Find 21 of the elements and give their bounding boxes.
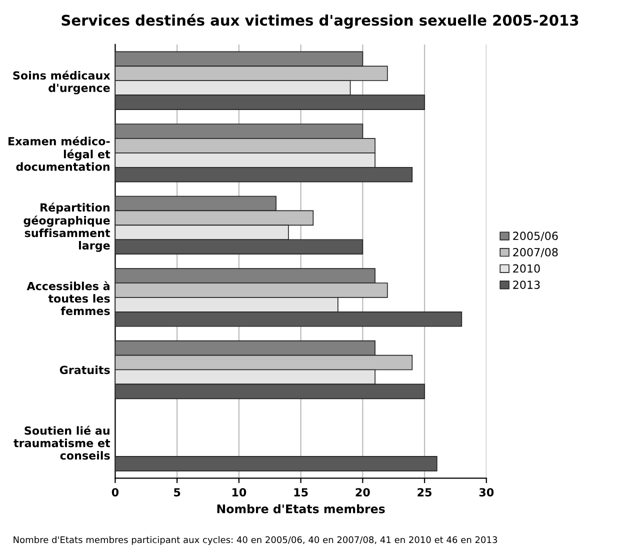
x-tick-label: 25 xyxy=(418,488,432,496)
legend-label: 2005/06 xyxy=(513,232,558,241)
x-tick-label: 20 xyxy=(356,488,370,496)
chart-title: Services destinés aux victimes d'agression sexuelle 2005-2013 xyxy=(62,14,578,29)
bar xyxy=(115,456,438,472)
y-tick-label: Accessibles à toutes les femmes xyxy=(26,281,110,316)
legend-label: 2010 xyxy=(513,264,540,273)
text: Nombre d'Etats membres participant aux cycles: 40 en 2005/06, 40 en 2007/08, 41 en 2010 et 46 en 2013 xyxy=(14,536,497,545)
legend-label: 2013 xyxy=(513,280,540,290)
x-axis-title: Nombre d'Etats membres xyxy=(217,504,385,514)
y-tick-label: Répartition géographique suffisamment large xyxy=(24,202,110,252)
y-tick-label: Examen médico- légal et documentation xyxy=(8,136,110,171)
y-tick-label: Soutien lié au traumatisme et conseils xyxy=(14,426,110,460)
x-tick-label: 5 xyxy=(174,488,180,496)
y-tick-label: Gratuits xyxy=(60,366,110,374)
x-tick-label: 30 xyxy=(479,488,494,496)
x-tick-label: 15 xyxy=(294,488,308,496)
legend-label: 2007/08 xyxy=(513,248,558,258)
x-tick-label: 10 xyxy=(232,488,246,496)
y-tick-label: Soins médicaux d'urgence xyxy=(13,70,110,94)
x-tick-label: 0 xyxy=(112,488,119,496)
